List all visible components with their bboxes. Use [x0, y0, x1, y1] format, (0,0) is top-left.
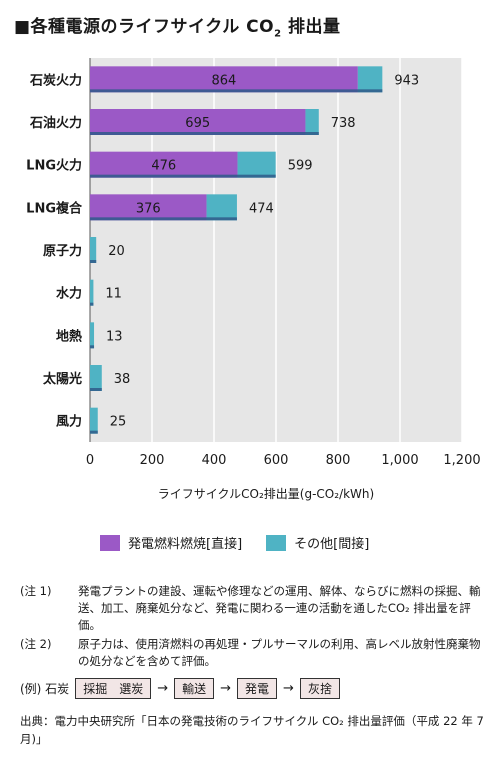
example-flow: (例) 石炭 採掘 選炭 → 輸送 → 発電 → 灰捨: [20, 678, 340, 699]
bar-indirect: [305, 109, 319, 135]
example-step-generation: 発電: [237, 678, 278, 699]
arrow-icon: →: [283, 681, 294, 696]
bar-indirect: [237, 151, 276, 178]
note-2: (注 2) 原子力は、使用済燃料の再処理・プルサーマルの利用、高レベル放射性廃棄…: [20, 636, 488, 670]
example-step-mining: 採掘 選炭: [75, 678, 152, 699]
arrow-icon: →: [157, 681, 169, 696]
bar-total-value: 943: [394, 73, 419, 88]
bar-total-value: 38: [114, 372, 131, 387]
bar-direct-value: 476: [151, 159, 176, 174]
category-label: 石炭火力: [29, 72, 82, 88]
bar-total-value: 738: [331, 116, 356, 131]
category-label: 石油火力: [29, 115, 82, 131]
bar-direct-value: 376: [136, 201, 161, 216]
note-2-label: (注 2): [20, 637, 52, 651]
chart-title-subscript: 2: [274, 28, 282, 40]
x-tick-label: 0: [86, 453, 94, 468]
bar-edge: [90, 132, 319, 135]
x-tick-label: 800: [326, 453, 351, 468]
example-step-transport: 輸送: [174, 678, 215, 699]
legend: 発電燃料燃焼[直接] その他[間接]: [100, 533, 369, 552]
bar-total-value: 13: [106, 329, 123, 344]
source-citation: 出典：電力中央研究所「日本の発電技術のライフサイクル CO₂ 排出量評価（平成 …: [20, 714, 484, 746]
bar-direct: [90, 194, 207, 221]
x-tick-label: 200: [140, 453, 165, 468]
bar-edge: [90, 174, 276, 178]
notes: (注 1) 発電プラントの建設、運転や修理などの運用、解体、ならびに燃料の採掘、…: [20, 583, 488, 672]
x-tick-label: 600: [264, 453, 289, 468]
legend-label-direct: 発電燃料燃焼[直接]: [128, 537, 243, 552]
bar-indirect: [206, 194, 237, 221]
category-label: 風力: [56, 414, 82, 430]
bar-edge: [90, 260, 97, 263]
bar-total-value: 11: [105, 287, 122, 302]
bar-total-value: 599: [288, 159, 313, 174]
bar-edge: [90, 430, 98, 434]
x-tick-label: 1,200: [443, 453, 480, 468]
category-label: 水力: [56, 286, 82, 302]
bar-edge: [90, 302, 94, 306]
x-axis-label: ライフサイクルCO₂排出量(g-CO₂/kWh): [158, 487, 374, 501]
x-tick-label: 1,000: [381, 453, 418, 468]
legend-swatch-indirect: [266, 534, 287, 551]
category-label: LNG複合: [26, 200, 83, 216]
category-label: LNG火力: [26, 158, 82, 174]
bar-indirect: [90, 279, 94, 306]
bar-indirect: [90, 407, 98, 434]
bar-direct-value: 695: [185, 116, 210, 131]
category-label: 太陽光: [42, 371, 82, 387]
bar-edge: [90, 345, 95, 349]
note-1-text: 発電プラントの建設、運転や修理などの運用、解体、ならびに燃料の採掘、輸送、加工、…: [78, 584, 481, 632]
bar-chart: 0 200 400 600 800 1,000 1,200 石炭火力 864 943 石油火力 695…: [26, 58, 481, 501]
bar-direct: [90, 151, 238, 178]
note-1: (注 1) 発電プラントの建設、運転や修理などの運用、解体、ならびに燃料の採掘、…: [20, 583, 488, 634]
bar-indirect: [357, 66, 383, 93]
bar-edge: [90, 89, 383, 93]
bar-total-value: 474: [249, 201, 274, 216]
bar-direct-value: 864: [212, 73, 237, 88]
bar-edge: [90, 217, 237, 221]
chart-title: ■各種電源のライフサイクル CO2 排出量: [14, 12, 340, 39]
note-2-text: 原子力は、使用済燃料の再処理・プルサーマルの利用、高レベル放射性廃棄物の処分など…: [78, 637, 481, 668]
bar-indirect: [90, 237, 97, 263]
legend-item-direct: 発電燃料燃焼[直接]: [100, 533, 242, 552]
bar-total-value: 25: [110, 415, 127, 430]
bar-indirect: [90, 365, 102, 391]
bar-direct: [90, 66, 358, 93]
example-step-ash-disposal: 灰捨: [299, 678, 340, 699]
legend-item-indirect: その他[間接]: [266, 533, 369, 552]
note-1-label: (注 1): [20, 584, 52, 598]
category-label: 地熱: [56, 328, 82, 344]
bar-direct: [90, 109, 306, 135]
chart-title-main: ■各種電源のライフサイクル CO: [14, 17, 275, 37]
bar-total-value: 20: [108, 244, 125, 259]
bar-edge: [90, 388, 102, 391]
legend-swatch-direct: [100, 534, 120, 551]
category-label: 原子力: [43, 243, 82, 259]
bar-indirect: [90, 322, 95, 349]
chart-title-tail: 排出量: [281, 17, 341, 37]
x-tick-label: 400: [202, 453, 227, 468]
legend-label-indirect: その他[間接]: [294, 537, 370, 552]
example-prefix: (例) 石炭: [20, 682, 70, 696]
arrow-icon: →: [220, 681, 232, 696]
